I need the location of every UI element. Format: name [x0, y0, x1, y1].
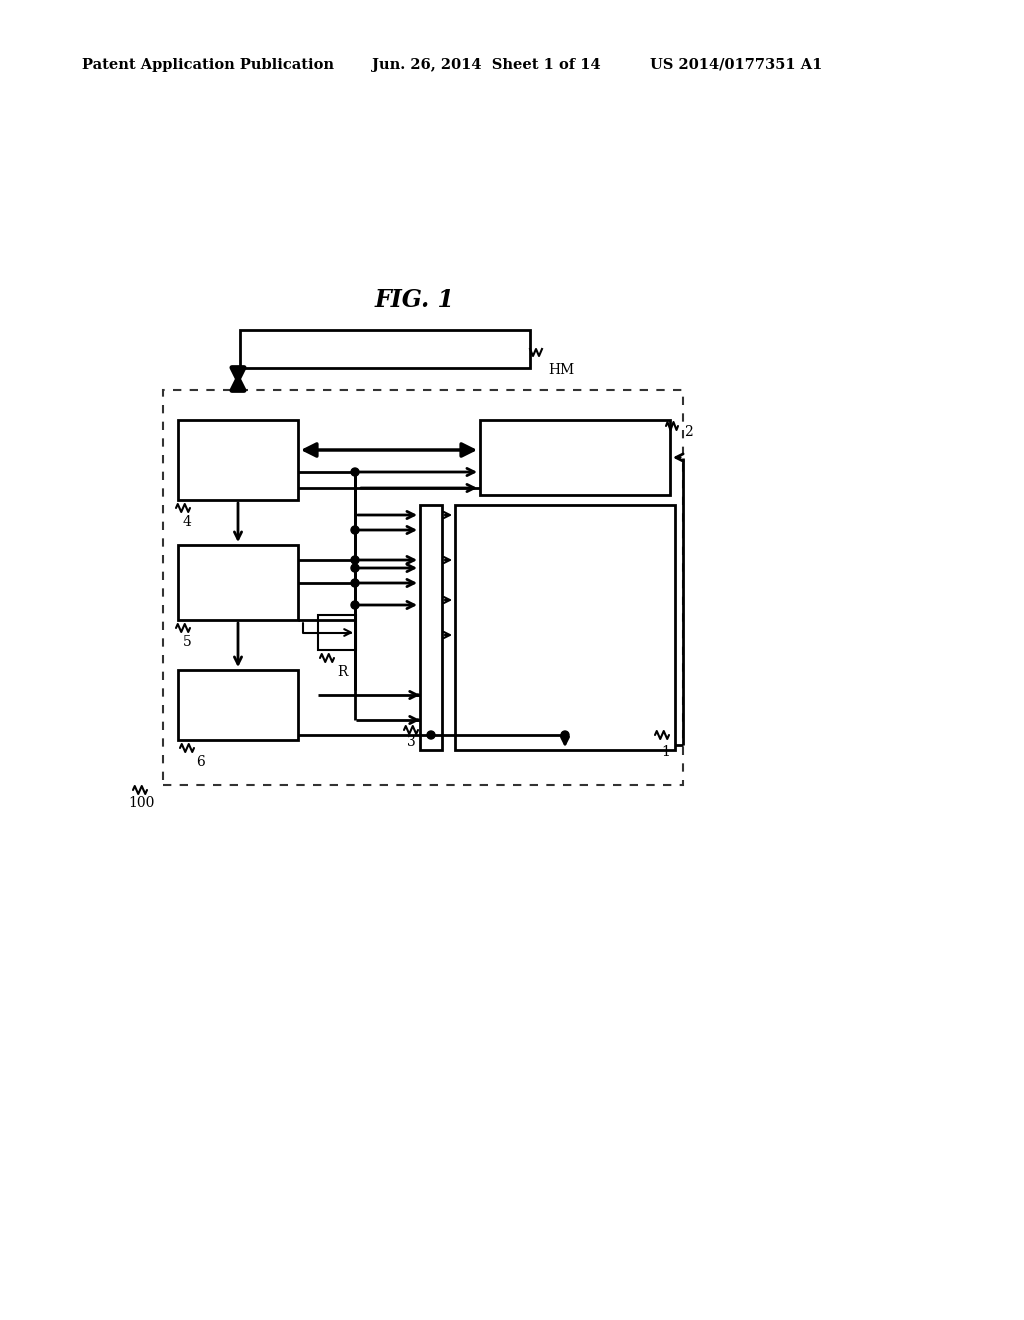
Text: 1: 1	[662, 744, 670, 759]
Circle shape	[351, 469, 359, 477]
Text: HM: HM	[548, 363, 574, 378]
Text: 5: 5	[183, 635, 191, 649]
Circle shape	[351, 579, 359, 587]
Circle shape	[561, 731, 569, 739]
Text: 100: 100	[129, 796, 155, 810]
Text: Jun. 26, 2014  Sheet 1 of 14: Jun. 26, 2014 Sheet 1 of 14	[372, 58, 601, 73]
Bar	[480, 420, 670, 495]
Bar	[178, 545, 298, 620]
Bar	[163, 389, 683, 785]
Circle shape	[351, 601, 359, 609]
Text: 4: 4	[183, 515, 191, 529]
Bar	[455, 506, 675, 750]
Bar	[240, 330, 530, 368]
Circle shape	[351, 556, 359, 564]
Bar	[178, 420, 298, 500]
Text: Patent Application Publication: Patent Application Publication	[82, 58, 334, 73]
Bar	[178, 671, 298, 741]
Circle shape	[427, 731, 435, 739]
Circle shape	[351, 525, 359, 535]
Text: R: R	[337, 665, 347, 678]
Text: FIG. 1: FIG. 1	[375, 288, 455, 312]
Text: 2: 2	[684, 425, 693, 440]
Bar	[420, 506, 442, 750]
Text: US 2014/0177351 A1: US 2014/0177351 A1	[650, 58, 822, 73]
Bar	[318, 615, 356, 649]
Circle shape	[351, 564, 359, 572]
Text: 3: 3	[408, 735, 416, 748]
Text: 6: 6	[196, 755, 205, 770]
